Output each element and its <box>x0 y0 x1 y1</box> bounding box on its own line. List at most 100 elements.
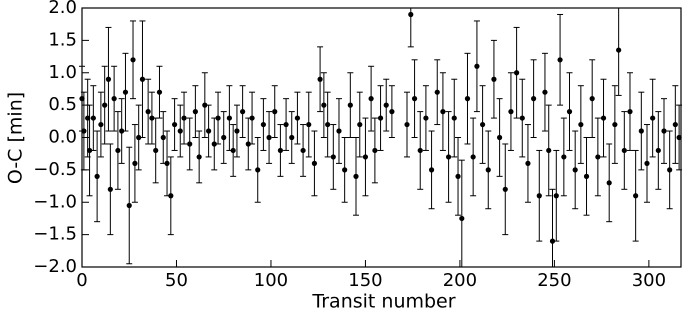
point <box>160 134 166 141</box>
point <box>578 121 584 128</box>
point <box>202 102 208 108</box>
point <box>557 57 563 63</box>
point <box>655 147 661 154</box>
point <box>377 115 384 121</box>
x-tick-label: 0 <box>76 270 87 291</box>
point <box>514 70 520 76</box>
point <box>283 121 289 128</box>
point <box>451 115 457 121</box>
point <box>389 109 395 115</box>
point <box>650 115 656 121</box>
point <box>240 109 246 115</box>
point <box>215 115 221 121</box>
point <box>234 128 240 134</box>
point <box>353 173 359 179</box>
point <box>667 167 673 173</box>
point <box>519 115 525 121</box>
point <box>311 160 318 166</box>
point <box>211 141 217 147</box>
point <box>181 115 187 121</box>
point <box>633 193 639 199</box>
point <box>428 167 435 173</box>
point <box>496 134 503 141</box>
x-axis-title: Transit number <box>311 291 455 313</box>
point <box>85 115 91 121</box>
y-tick-label: 2.0 <box>48 0 77 18</box>
point <box>107 186 113 192</box>
point <box>90 115 96 121</box>
point <box>132 160 138 166</box>
point <box>531 96 537 102</box>
y-axis-title: O-C [min] <box>5 92 27 184</box>
point <box>136 134 142 141</box>
point <box>572 167 578 173</box>
point <box>434 89 440 95</box>
point <box>589 96 595 102</box>
point <box>342 167 348 173</box>
point <box>347 102 353 108</box>
y-tick-label: 0.0 <box>48 127 77 148</box>
x-tick-label: 150 <box>348 270 382 291</box>
point <box>546 147 552 154</box>
point <box>553 193 559 199</box>
point <box>411 96 418 102</box>
point <box>644 160 650 166</box>
point <box>362 154 369 160</box>
y-tick-label: 1.0 <box>48 62 77 83</box>
point <box>549 238 556 244</box>
point <box>168 193 174 199</box>
point <box>627 109 633 115</box>
point <box>508 109 514 115</box>
point <box>245 141 251 147</box>
point <box>502 186 508 192</box>
point <box>372 147 378 154</box>
point <box>566 109 573 115</box>
point <box>115 147 121 154</box>
point <box>111 96 117 102</box>
point <box>445 154 452 160</box>
point <box>464 96 471 102</box>
point <box>470 154 476 160</box>
point <box>86 147 93 154</box>
point <box>455 173 461 179</box>
point <box>230 147 236 154</box>
point <box>336 128 342 134</box>
point <box>357 121 363 128</box>
point <box>408 11 414 18</box>
point <box>672 121 678 128</box>
point <box>192 109 198 115</box>
point <box>542 89 548 95</box>
point <box>300 147 306 154</box>
x-tick-label: 100 <box>254 270 288 291</box>
y-tick-label: 0.5 <box>48 94 77 115</box>
point <box>153 147 159 154</box>
point <box>98 121 104 128</box>
x-tick-label: 200 <box>443 270 477 291</box>
point <box>277 147 284 154</box>
point <box>145 109 151 115</box>
plot-frame <box>81 7 682 268</box>
y-tick-label: 1.5 <box>48 29 77 50</box>
point <box>661 128 667 134</box>
point <box>321 102 327 108</box>
point <box>325 121 331 128</box>
point <box>330 154 336 160</box>
point <box>164 160 170 166</box>
point <box>221 134 227 141</box>
point <box>474 63 480 69</box>
x-tick-label: 250 <box>537 270 571 291</box>
point <box>485 167 491 173</box>
y-tick-label: −1.5 <box>33 224 77 245</box>
point <box>616 47 622 53</box>
point <box>171 121 178 128</box>
x-tick-label: 50 <box>165 270 188 291</box>
y-tick-label: −1.0 <box>33 191 77 212</box>
point <box>583 173 590 179</box>
point <box>122 89 129 95</box>
point <box>255 167 261 173</box>
point <box>423 115 429 121</box>
point <box>440 109 446 115</box>
point <box>226 115 232 121</box>
point <box>126 202 132 209</box>
